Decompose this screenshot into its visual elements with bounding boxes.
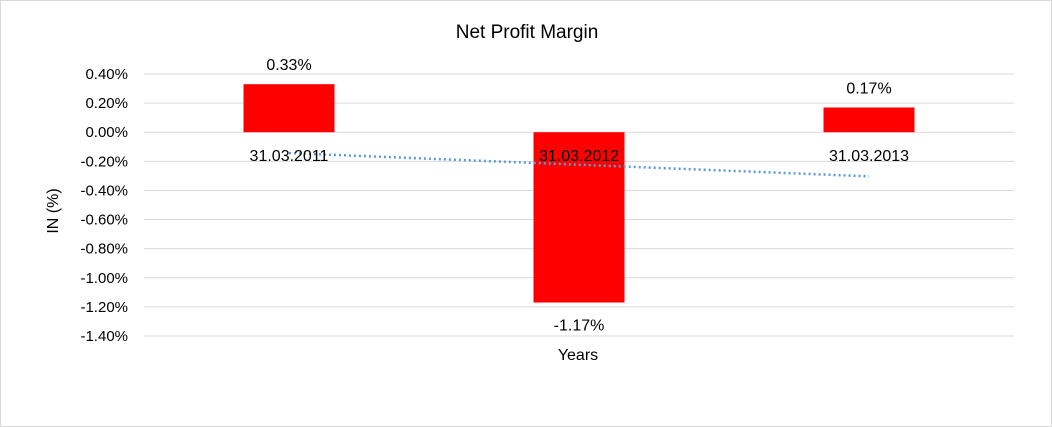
bars	[243, 84, 915, 303]
labels: 31.03.2011 0.33% 31.03.2012 -1.17% 31.03.201…	[250, 57, 910, 334]
bar-31.03.2011	[243, 84, 335, 133]
y-tick-label: -0.20%	[80, 153, 128, 170]
y-tick-label: 0.20%	[85, 95, 128, 112]
trendline	[288, 151, 870, 178]
x-category-label: 31.03.2013	[829, 148, 909, 165]
chart-title: Net Profit Margin	[456, 22, 599, 43]
x-category-label: 31.03.2011	[250, 148, 329, 165]
bar-31.03.2013	[823, 107, 915, 133]
data-label: -1.17%	[554, 318, 605, 335]
y-tick-label: -1.00%	[80, 270, 128, 287]
y-tick-label: -1.20%	[80, 299, 128, 316]
y-tick-label: -0.60%	[80, 212, 128, 229]
y-tick-label: -1.40%	[80, 328, 128, 345]
y-tick-label: 0.40%	[85, 66, 128, 83]
y-axis-title: IN (%)	[45, 188, 62, 233]
y-axis-ticks: 0.40% 0.20% 0.00% -0.20% -0.40% -0.60% -0.80% -…	[80, 66, 128, 345]
trendline-group	[288, 151, 870, 178]
y-tick-label: 0.00%	[85, 124, 128, 141]
data-label: 0.33%	[266, 57, 311, 74]
x-category-label: 31.03.2012	[539, 148, 619, 165]
x-axis-title: Years	[558, 347, 598, 364]
data-label: 0.17%	[846, 80, 891, 97]
y-tick-label: -0.40%	[80, 182, 128, 199]
bar-31.03.2012	[533, 132, 625, 303]
y-tick-label: -0.80%	[80, 241, 128, 258]
